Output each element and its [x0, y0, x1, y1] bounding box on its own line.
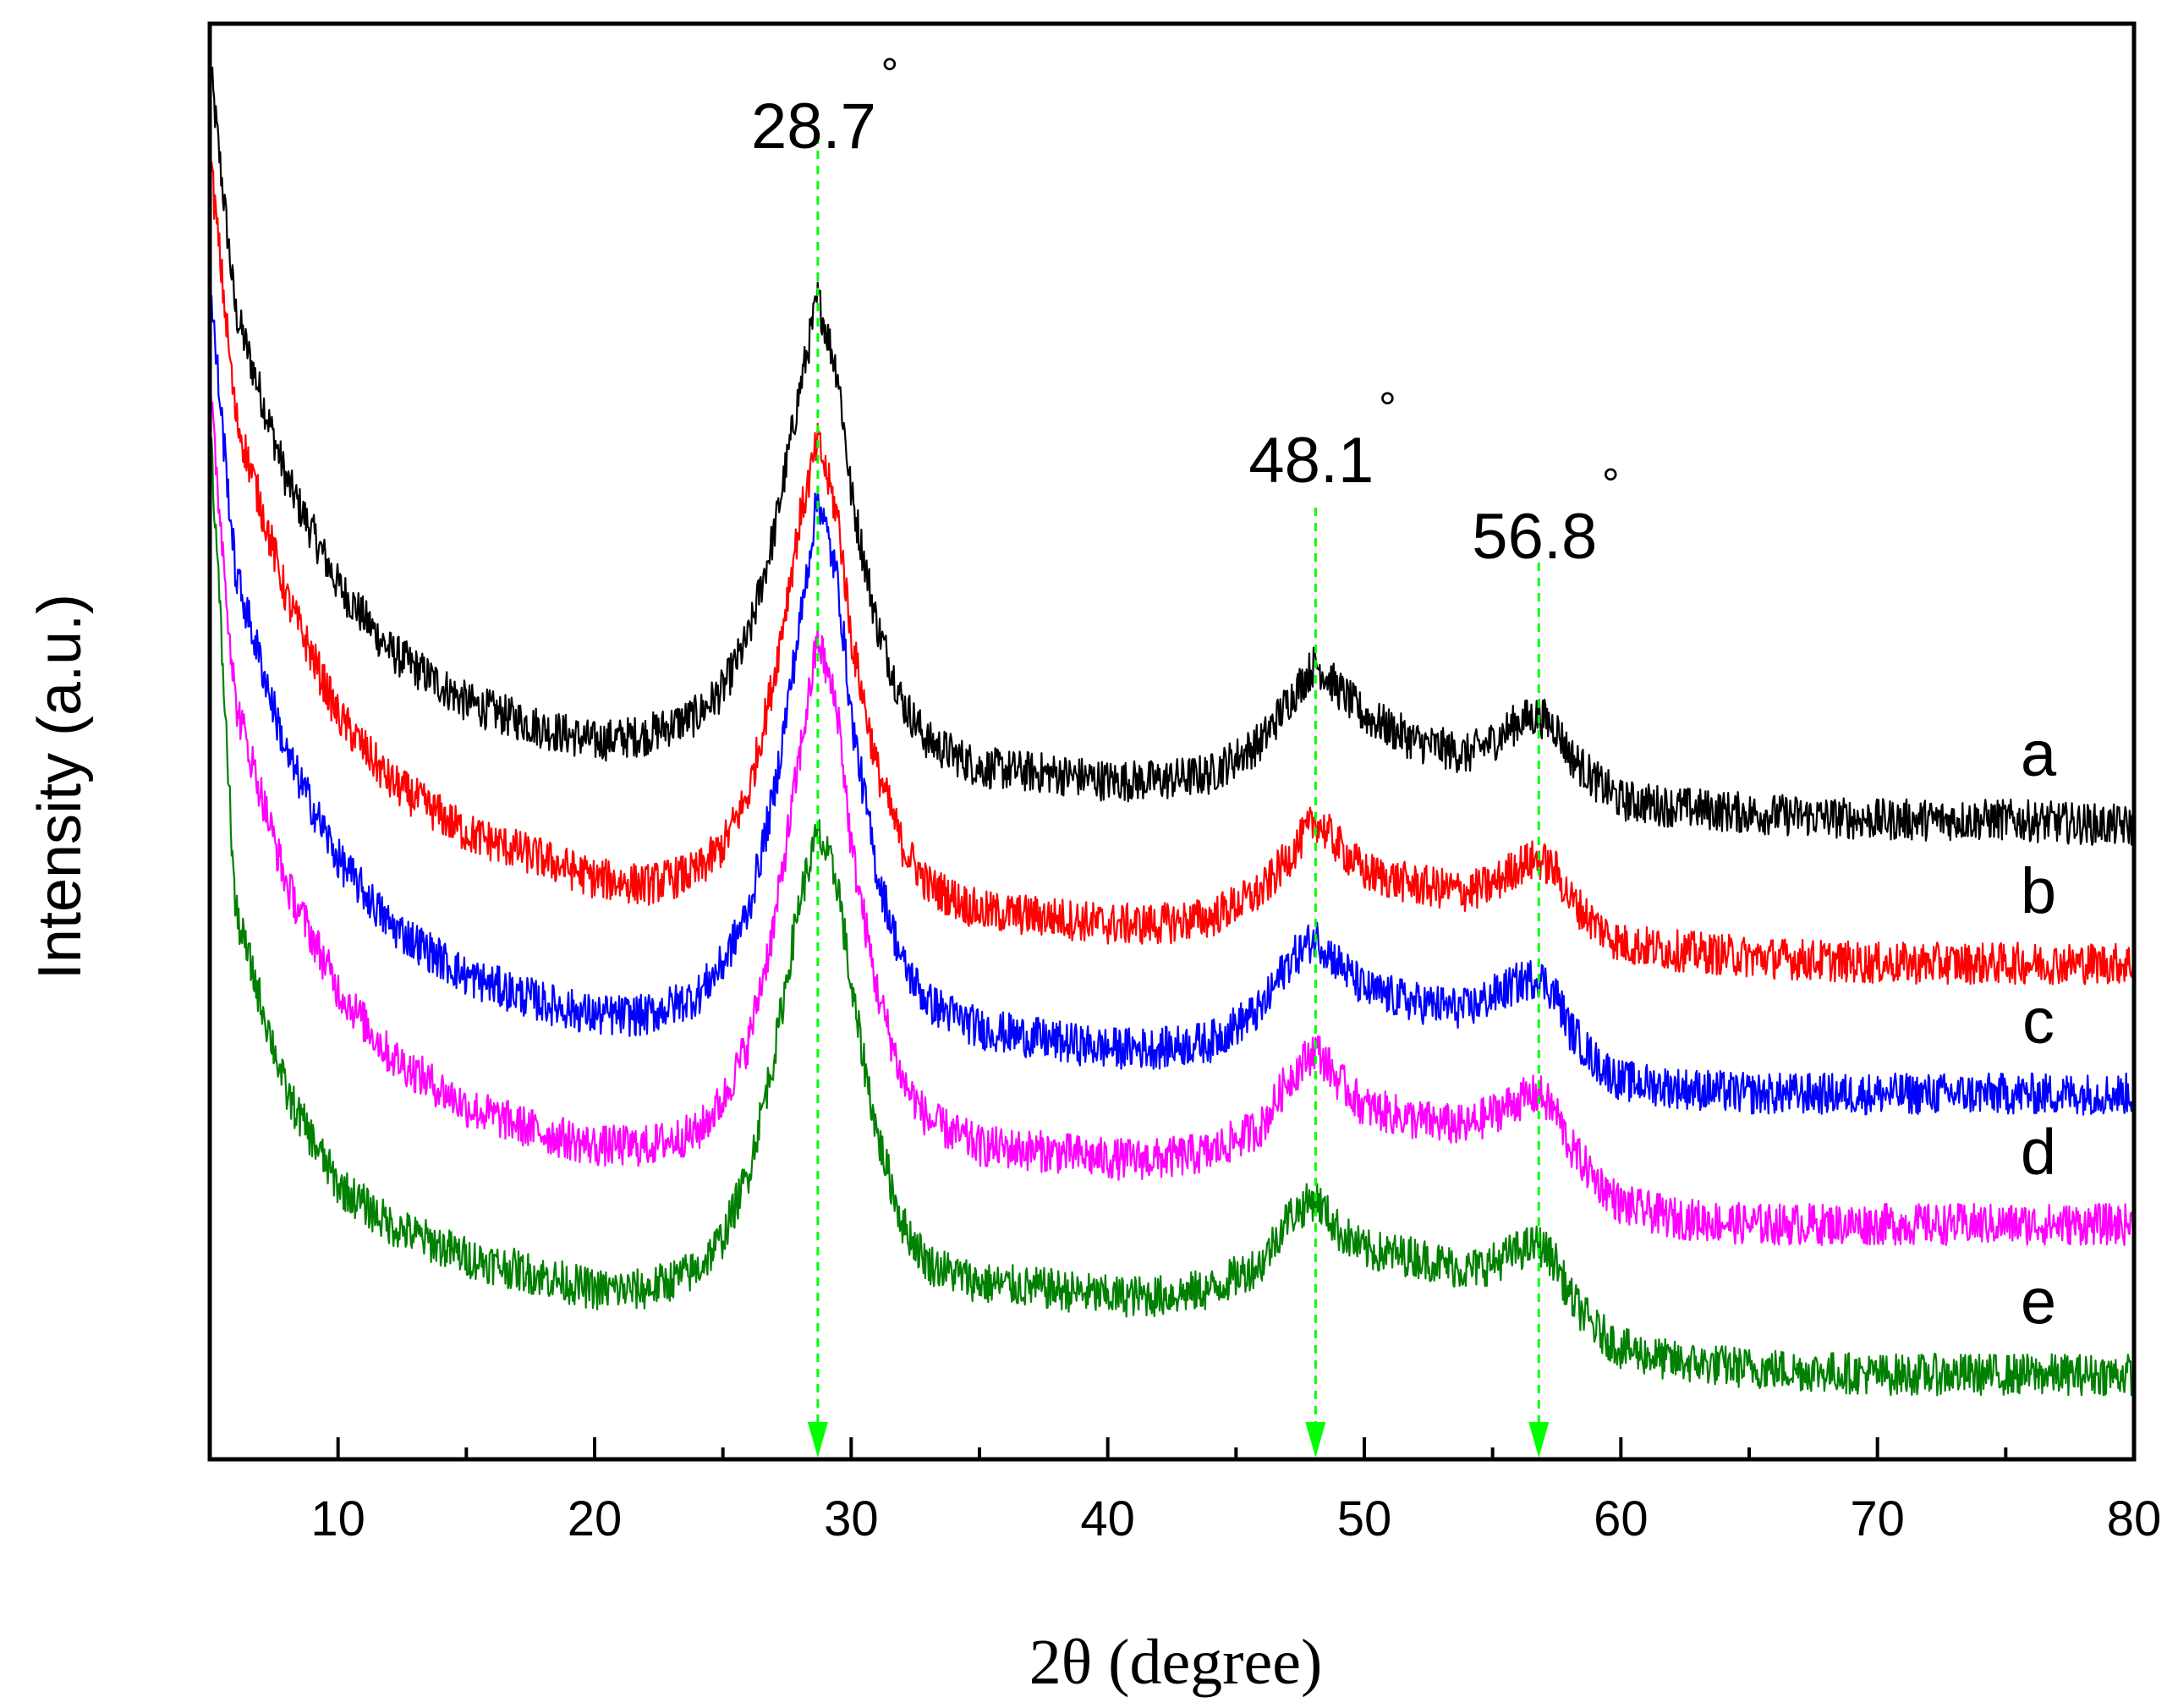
- peak-label: 48.1: [1248, 425, 1374, 497]
- series-label-d: d: [2021, 1116, 2056, 1188]
- peak-label: 56.8: [1472, 501, 1597, 573]
- series-line-c: [208, 294, 2136, 1116]
- series-line-b: [208, 161, 2136, 986]
- x-tick-label: 50: [1337, 1491, 1392, 1546]
- peak-degree-symbol: °: [881, 50, 899, 99]
- x-tick-label: 40: [1080, 1491, 1135, 1546]
- x-tick-label: 10: [310, 1491, 365, 1546]
- y-axis-label: Intensity (a.u.): [26, 594, 94, 980]
- series-line-e: [208, 426, 2136, 1397]
- series-label-a: a: [2021, 718, 2057, 790]
- peak-label: 28.7: [751, 91, 876, 162]
- peak-degree-symbol: °: [1379, 384, 1396, 433]
- x-tick-label: 30: [824, 1491, 879, 1546]
- series-label-c: c: [2022, 986, 2055, 1057]
- peak-degree-symbol: °: [1602, 460, 1620, 509]
- x-tick-label: 20: [568, 1491, 623, 1546]
- series-label-e: e: [2021, 1266, 2056, 1338]
- x-axis-label: 2θ (degree): [1029, 1627, 1323, 1698]
- plot-frame: [207, 21, 2137, 1462]
- x-ticks-group: 10 20 30 40 50 60 70 80: [208, 1437, 2162, 1546]
- x-tick-label: 80: [2107, 1491, 2162, 1546]
- peak-marker-arrow: [1305, 1422, 1326, 1458]
- peak-markers-group: [807, 135, 1550, 1458]
- series-group: [208, 56, 2136, 1397]
- peak-marker-arrow: [807, 1422, 828, 1458]
- x-tick-label: 60: [1594, 1491, 1649, 1546]
- peak-marker-arrow: [1528, 1422, 1550, 1458]
- series-line-a: [208, 56, 2136, 846]
- series-line-d: [208, 389, 2136, 1247]
- series-label-b: b: [2021, 855, 2056, 927]
- x-tick-label: 70: [1850, 1491, 1905, 1546]
